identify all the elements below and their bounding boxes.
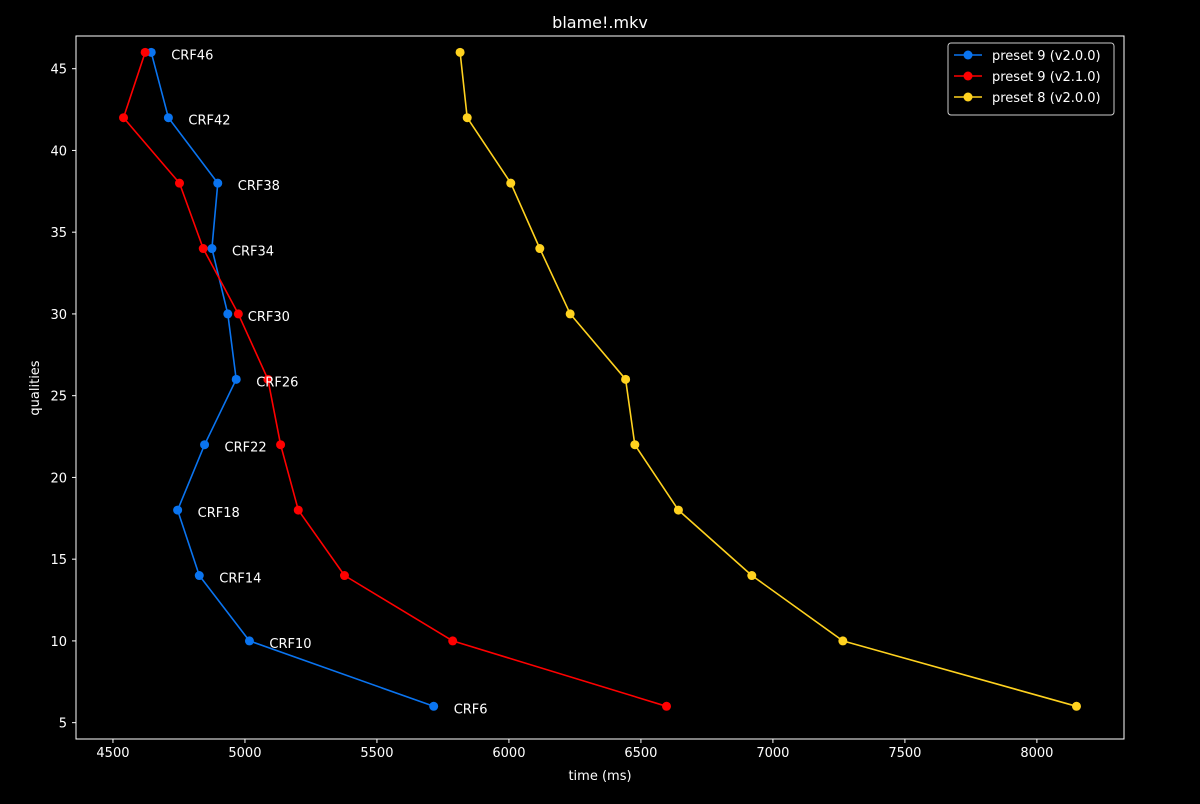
crf-annotation: CRF38 <box>238 179 280 194</box>
x-tick-label: 5000 <box>228 746 261 761</box>
data-point <box>838 636 848 646</box>
x-tick-label: 6500 <box>624 746 657 761</box>
data-point <box>174 178 184 188</box>
data-point <box>293 505 303 515</box>
legend-marker <box>963 92 973 102</box>
y-tick-label: 15 <box>50 553 67 568</box>
data-point <box>462 113 472 123</box>
x-tick-label: 6000 <box>492 746 525 761</box>
data-point <box>140 47 150 57</box>
data-point <box>231 374 241 384</box>
y-axis-label: qualities <box>28 360 43 415</box>
y-tick-label: 30 <box>50 308 67 323</box>
data-point <box>662 701 672 711</box>
chart-title: blame!.mkv <box>552 13 648 32</box>
data-point <box>223 309 233 319</box>
legend-label: preset 8 (v2.0.0) <box>992 91 1101 106</box>
data-point <box>535 244 545 254</box>
data-point <box>276 440 286 450</box>
crf-annotation: CRF26 <box>256 375 298 390</box>
plot-area: 4500 5000 5500 6000 6500 7000 7500 8000 5 10 15 20 2… <box>50 35 1125 761</box>
x-tick-label: 4500 <box>96 746 129 761</box>
legend-label: preset 9 (v2.1.0) <box>992 70 1101 85</box>
x-tick-label: 7500 <box>888 746 921 761</box>
data-point <box>173 505 183 515</box>
y-tick-label: 45 <box>50 63 67 78</box>
legend-label: preset 9 (v2.0.0) <box>992 49 1101 64</box>
data-point <box>263 374 273 384</box>
data-point <box>194 571 204 581</box>
data-point <box>244 636 254 646</box>
y-tick-label: 10 <box>50 635 67 650</box>
x-tick-label: 8000 <box>1020 746 1053 761</box>
data-point <box>565 309 575 319</box>
crf-annotation: CRF18 <box>198 506 240 521</box>
y-tick-label: 25 <box>50 390 67 405</box>
y-tick-label: 40 <box>50 144 67 159</box>
data-point <box>630 440 640 450</box>
crf-annotation: CRF30 <box>248 310 290 325</box>
data-point <box>233 309 243 319</box>
crf-annotation: CRF34 <box>232 245 274 260</box>
crf-annotation: CRF46 <box>171 48 213 63</box>
x-axis-label: time (ms) <box>568 769 631 784</box>
y-tick-label: 5 <box>59 717 67 732</box>
y-tick-label: 35 <box>50 226 67 241</box>
crf-annotation: CRF6 <box>454 702 488 717</box>
legend-marker <box>963 71 973 81</box>
legend: preset 9 (v2.0.0) preset 9 (v2.1.0) preset… <box>947 42 1115 116</box>
crf-annotation: CRF10 <box>269 637 311 652</box>
legend-marker <box>963 50 973 60</box>
y-tick-label: 20 <box>50 471 67 486</box>
data-point <box>747 571 757 581</box>
data-point <box>198 244 208 254</box>
data-point <box>207 244 217 254</box>
data-point <box>213 178 223 188</box>
data-point <box>455 47 465 57</box>
data-point <box>506 178 516 188</box>
data-point <box>1071 701 1081 711</box>
crf-annotation: CRF42 <box>188 114 230 129</box>
data-point <box>119 113 129 123</box>
data-point <box>200 440 210 450</box>
legend-box <box>947 42 1115 116</box>
x-tick-label: 7000 <box>756 746 789 761</box>
data-point <box>673 505 683 515</box>
data-point <box>339 571 349 581</box>
data-point <box>448 636 458 646</box>
data-point <box>163 113 173 123</box>
crf-annotation: CRF22 <box>225 441 267 456</box>
data-point <box>621 374 631 384</box>
x-tick-label: 5500 <box>360 746 393 761</box>
crf-annotation: CRF14 <box>219 572 261 587</box>
data-point <box>429 701 439 711</box>
axes-frame <box>75 35 1125 740</box>
